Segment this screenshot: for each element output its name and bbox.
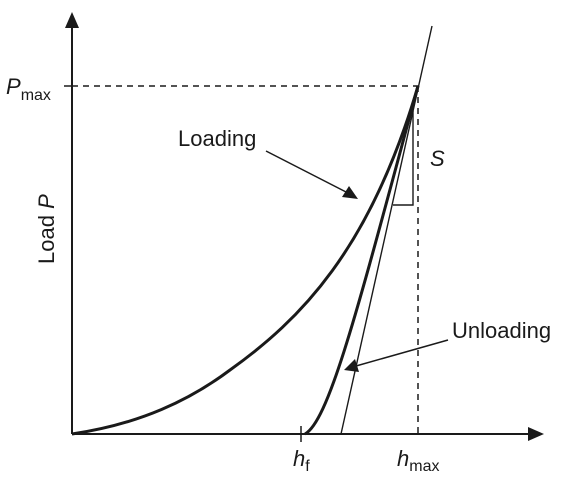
loading-label: Loading: [178, 126, 256, 151]
y-axis-label: Load P: [34, 194, 59, 264]
unloading-label: Unloading: [452, 318, 551, 343]
y-axis-arrowhead: [65, 12, 79, 28]
stiffness-label: S: [430, 146, 445, 171]
loading-leader-line: [265, 150, 349, 194]
p-max-label: Pmax: [6, 74, 51, 104]
h-f-label: hf: [293, 446, 310, 475]
unloading-leader-arrowhead: [344, 359, 359, 372]
stiffness-triangle: [393, 111, 414, 206]
x-axis-arrowhead: [528, 427, 544, 441]
unloading-leader-line: [355, 339, 449, 367]
unloading-curve: [304, 85, 420, 436]
loading-leader-arrowhead: [342, 186, 358, 199]
h-max-label: hmax: [397, 446, 439, 475]
loading-curve: [71, 85, 420, 436]
